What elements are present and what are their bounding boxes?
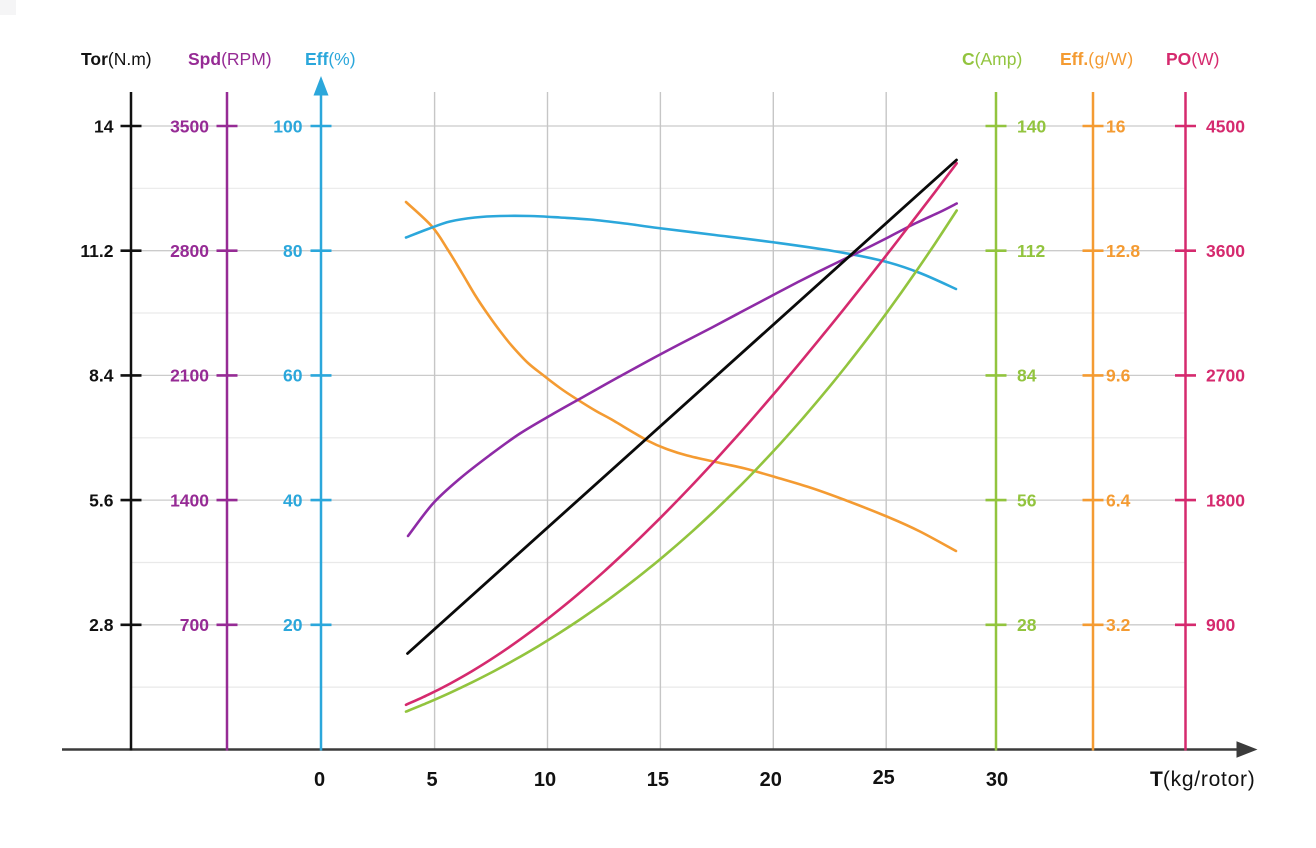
svg-text:10: 10 (534, 769, 556, 791)
svg-text:PO(W): PO(W) (1166, 49, 1219, 69)
svg-text:14: 14 (94, 116, 114, 136)
svg-text:56: 56 (1017, 490, 1037, 510)
svg-text:3600: 3600 (1206, 241, 1245, 261)
svg-text:2800: 2800 (170, 241, 209, 261)
svg-text:2.8: 2.8 (89, 615, 114, 635)
svg-text:Eff(%): Eff(%) (305, 49, 356, 69)
svg-text:0: 0 (314, 769, 325, 791)
svg-text:5: 5 (427, 769, 438, 791)
svg-text:700: 700 (180, 615, 209, 635)
svg-text:140: 140 (1017, 116, 1046, 136)
svg-text:28: 28 (1017, 615, 1037, 635)
svg-text:8.4: 8.4 (89, 366, 114, 386)
svg-text:84: 84 (1017, 366, 1037, 386)
svg-text:3500: 3500 (170, 116, 209, 136)
svg-text:15: 15 (647, 769, 669, 791)
svg-text:T(kg/rotor): T(kg/rotor) (1150, 768, 1256, 791)
svg-text:Tor(N.m): Tor(N.m) (81, 49, 152, 69)
svg-text:C(Amp): C(Amp) (962, 49, 1022, 69)
svg-text:100: 100 (273, 116, 302, 136)
svg-text:6.4: 6.4 (1106, 490, 1131, 510)
svg-text:4500: 4500 (1206, 116, 1245, 136)
svg-text:20: 20 (760, 769, 782, 791)
svg-text:5.6: 5.6 (89, 490, 114, 510)
svg-text:900: 900 (1206, 615, 1235, 635)
svg-text:2700: 2700 (1206, 366, 1245, 386)
svg-text:Spd(RPM): Spd(RPM) (188, 49, 272, 69)
svg-text:25: 25 (873, 767, 895, 789)
svg-text:3.2: 3.2 (1106, 615, 1131, 635)
svg-text:1800: 1800 (1206, 490, 1245, 510)
svg-text:30: 30 (986, 769, 1008, 791)
svg-text:1400: 1400 (170, 490, 209, 510)
svg-text:16: 16 (1106, 116, 1126, 136)
svg-text:11.2: 11.2 (80, 241, 113, 261)
svg-text:12.8: 12.8 (1106, 241, 1140, 261)
svg-text:20: 20 (283, 615, 303, 635)
svg-text:9.6: 9.6 (1106, 366, 1131, 386)
svg-text:80: 80 (283, 241, 303, 261)
svg-text:40: 40 (283, 490, 303, 510)
svg-text:2100: 2100 (170, 366, 209, 386)
svg-text:60: 60 (283, 366, 303, 386)
svg-text:112: 112 (1017, 241, 1045, 261)
svg-text:Eff.(g/W): Eff.(g/W) (1060, 49, 1134, 69)
